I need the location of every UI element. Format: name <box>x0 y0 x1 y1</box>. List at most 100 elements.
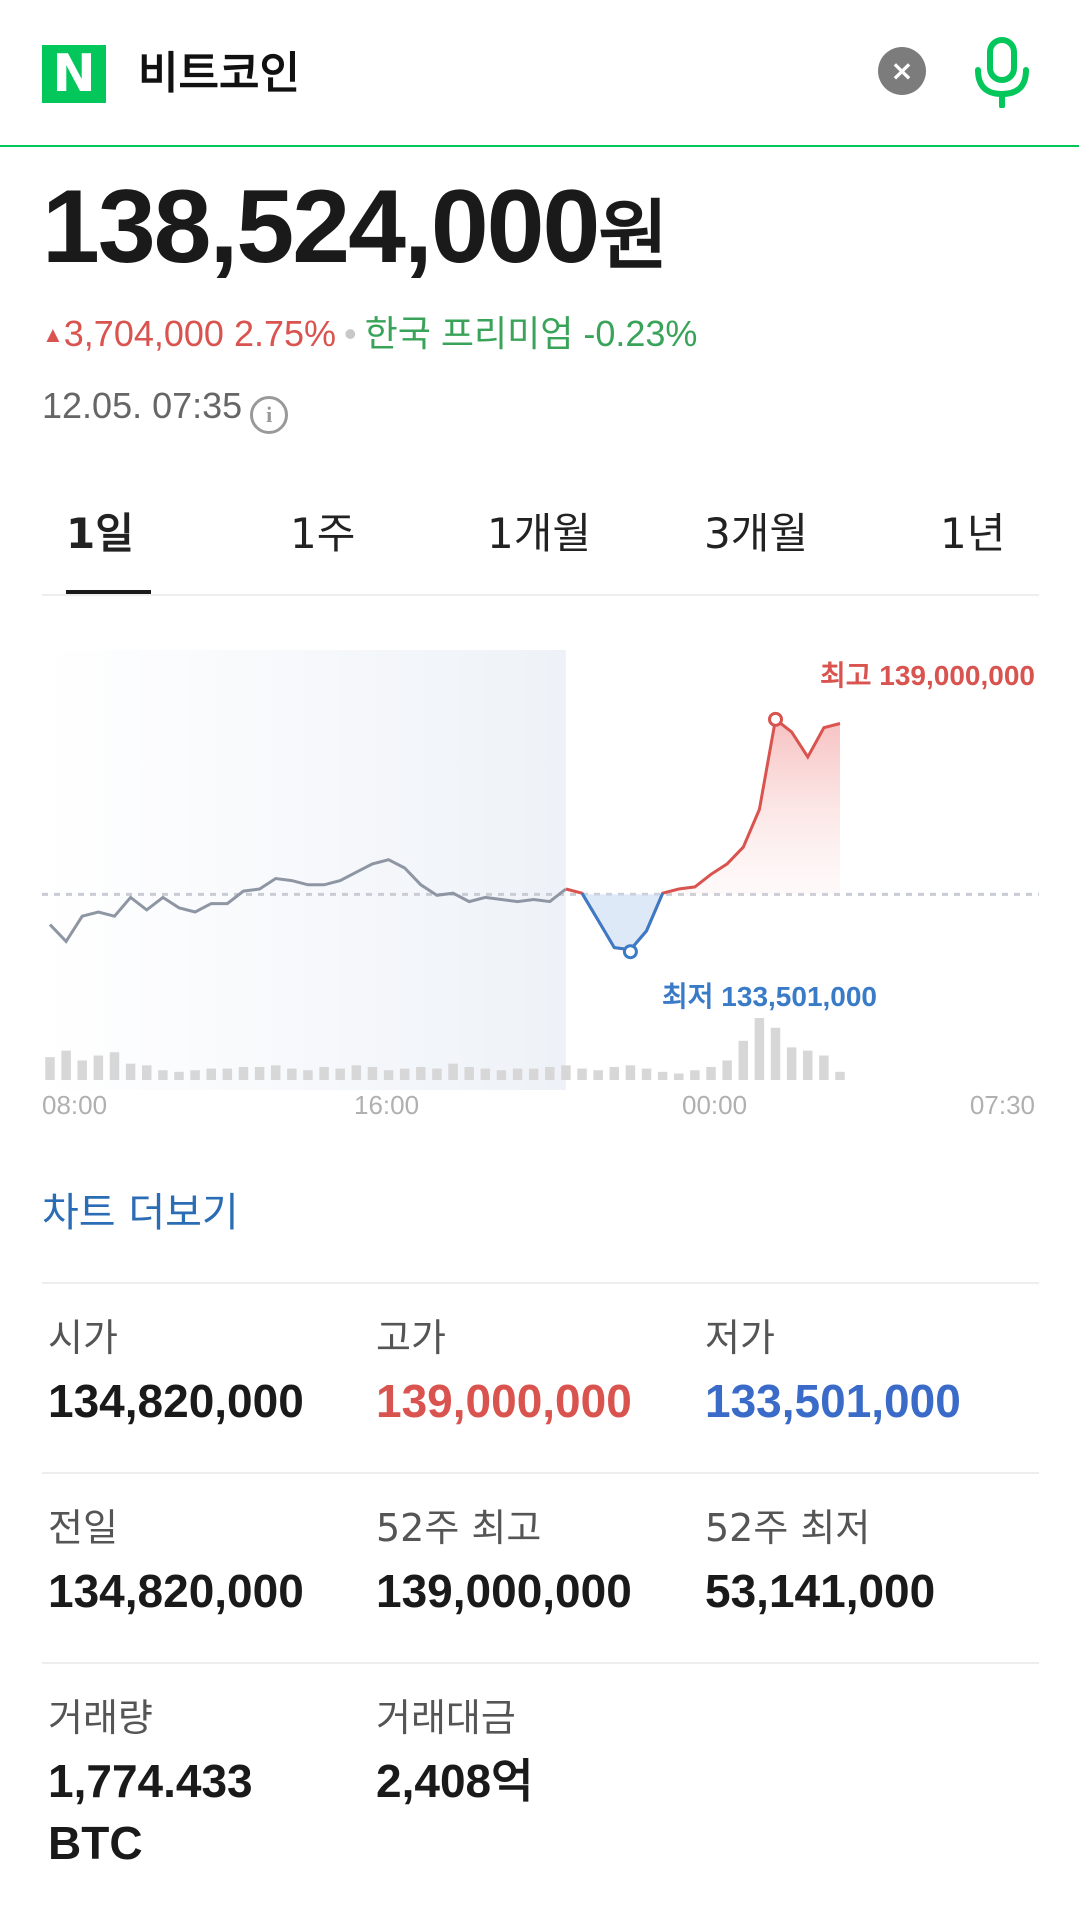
chart-svg: 최고 139,000,000 최저 133,501,000 08:00 16:0… <box>42 650 1039 1120</box>
volume-bar <box>496 1070 507 1080</box>
below-baseline-line <box>580 892 665 952</box>
volume-bar <box>109 1052 120 1080</box>
volume-bar <box>335 1068 345 1080</box>
volume-bar <box>528 1068 539 1080</box>
volume-bar <box>561 1065 571 1080</box>
stat-value: 2,408억 <box>376 1755 534 1807</box>
separator-dot: • <box>344 313 357 354</box>
volume-bar <box>819 1055 829 1080</box>
volume-bar <box>641 1068 652 1080</box>
volume-bar <box>754 1018 765 1080</box>
change-percent: 2.75% <box>233 313 337 354</box>
volume-bar <box>367 1066 378 1080</box>
x-tick-0000: 00:00 <box>682 1090 747 1120</box>
volume-bar <box>416 1066 426 1080</box>
clear-search-button[interactable]: × <box>878 47 926 95</box>
price-chart[interactable]: 최고 139,000,000 최저 133,501,000 08:00 16:0… <box>42 650 1039 1130</box>
volume-bar <box>786 1047 797 1080</box>
volume-bar <box>706 1066 716 1080</box>
high-label: 최고 139,000,000 <box>820 660 1035 691</box>
current-price: 138,524,000 <box>42 169 600 285</box>
volume-bar <box>835 1071 845 1080</box>
info-icon[interactable]: i <box>250 396 289 434</box>
search-header: N 비트코인 × <box>0 0 1079 147</box>
stats-table: 시가 134,820,000 고가 139,000,000 저가 133,501… <box>42 1282 1039 1894</box>
period-tabs: 1일 1주 1개월 3개월 1년 <box>42 490 1039 596</box>
microphone-icon[interactable] <box>970 36 1034 108</box>
x-tick-0800: 08:00 <box>42 1090 107 1120</box>
volume-bar <box>770 1027 781 1080</box>
volume-bar <box>141 1065 152 1080</box>
volume-bar <box>61 1050 71 1080</box>
x-tick-1600: 16:00 <box>354 1090 419 1120</box>
previous-price-line <box>48 858 567 944</box>
change-amount: 3,704,000 <box>63 313 224 354</box>
stat-value: 133,501,000 <box>705 1375 961 1427</box>
tab-1month[interactable]: 1개월 <box>487 509 592 558</box>
volume-bar <box>270 1065 281 1080</box>
volume-bar <box>722 1060 732 1080</box>
loss-area <box>582 893 663 950</box>
chart-more-link[interactable]: 차트 더보기 <box>42 1190 239 1236</box>
tab-1year[interactable]: 1년 <box>940 509 1006 558</box>
stat-value-unit: BTC <box>48 1817 143 1869</box>
volume-bar <box>206 1068 216 1080</box>
stat-label: 거래량 <box>48 1696 153 1740</box>
volume-bar <box>303 1070 313 1080</box>
volume-bar <box>625 1065 636 1080</box>
stat-label: 고가 <box>376 1316 446 1360</box>
volume-bar <box>512 1068 523 1080</box>
volume-bar <box>158 1070 168 1080</box>
tab-1day[interactable]: 1일 <box>66 509 134 558</box>
volume-bar <box>45 1057 55 1080</box>
volume-bar <box>222 1068 233 1080</box>
stat-52w-low: 52주 최저 53,141,000 <box>705 1502 1025 1622</box>
price-display: 138,524,000원 <box>42 172 668 282</box>
stat-value: 134,820,000 <box>48 1565 304 1617</box>
volume-bar <box>174 1071 184 1080</box>
volume-bar <box>674 1073 684 1080</box>
volume-bar <box>593 1070 603 1080</box>
stat-low: 저가 133,501,000 <box>705 1312 1025 1432</box>
stats-row: 거래량 1,774.433 BTC 거래대금 2,408억 <box>42 1662 1039 1894</box>
stat-volume: 거래량 1,774.433 BTC <box>48 1692 368 1874</box>
volume-bar <box>464 1066 474 1080</box>
stat-value: 134,820,000 <box>48 1375 304 1427</box>
x-tick-0730: 07:30 <box>970 1090 1035 1120</box>
stat-label: 전일 <box>48 1506 118 1550</box>
stat-value: 139,000,000 <box>376 1375 632 1427</box>
volume-bar <box>351 1065 362 1080</box>
stat-value: 53,141,000 <box>705 1565 936 1617</box>
active-tab-indicator <box>66 590 151 594</box>
volume-bar <box>609 1066 620 1080</box>
previous-day-shading <box>42 650 566 1090</box>
volume-bar <box>93 1055 104 1080</box>
stats-row: 시가 134,820,000 고가 139,000,000 저가 133,501… <box>42 1282 1039 1472</box>
high-marker <box>768 711 784 727</box>
up-triangle-icon: ▲ <box>42 322 64 347</box>
volume-bar <box>480 1068 491 1080</box>
logo-letter: N <box>52 44 96 104</box>
stat-open: 시가 134,820,000 <box>48 1312 368 1432</box>
stat-trade-amount: 거래대금 2,408억 <box>376 1692 696 1812</box>
stat-prev-close: 전일 134,820,000 <box>48 1502 368 1622</box>
timestamp-row: 12.05. 07:35 i <box>42 380 289 434</box>
tab-3months[interactable]: 3개월 <box>704 509 809 558</box>
stat-label: 저가 <box>705 1316 775 1360</box>
gain-area <box>662 719 840 895</box>
stat-label: 시가 <box>48 1316 118 1360</box>
volume-bar <box>190 1070 200 1080</box>
stats-row: 전일 134,820,000 52주 최고 139,000,000 52주 최저… <box>42 1472 1039 1662</box>
naver-logo[interactable]: N <box>42 45 106 103</box>
search-query[interactable]: 비트코인 <box>138 48 300 99</box>
volume-bar <box>545 1066 555 1080</box>
tab-1week[interactable]: 1주 <box>290 509 356 558</box>
volume-bar <box>738 1040 749 1080</box>
volume-bar <box>125 1063 136 1080</box>
korea-premium[interactable]: 한국 프리미엄 -0.23% <box>364 313 698 354</box>
stat-label: 거래대금 <box>376 1696 516 1740</box>
volume-bar <box>254 1066 265 1080</box>
volume-bar <box>399 1068 410 1080</box>
volume-bar <box>383 1070 394 1080</box>
stat-high: 고가 139,000,000 <box>376 1312 696 1432</box>
